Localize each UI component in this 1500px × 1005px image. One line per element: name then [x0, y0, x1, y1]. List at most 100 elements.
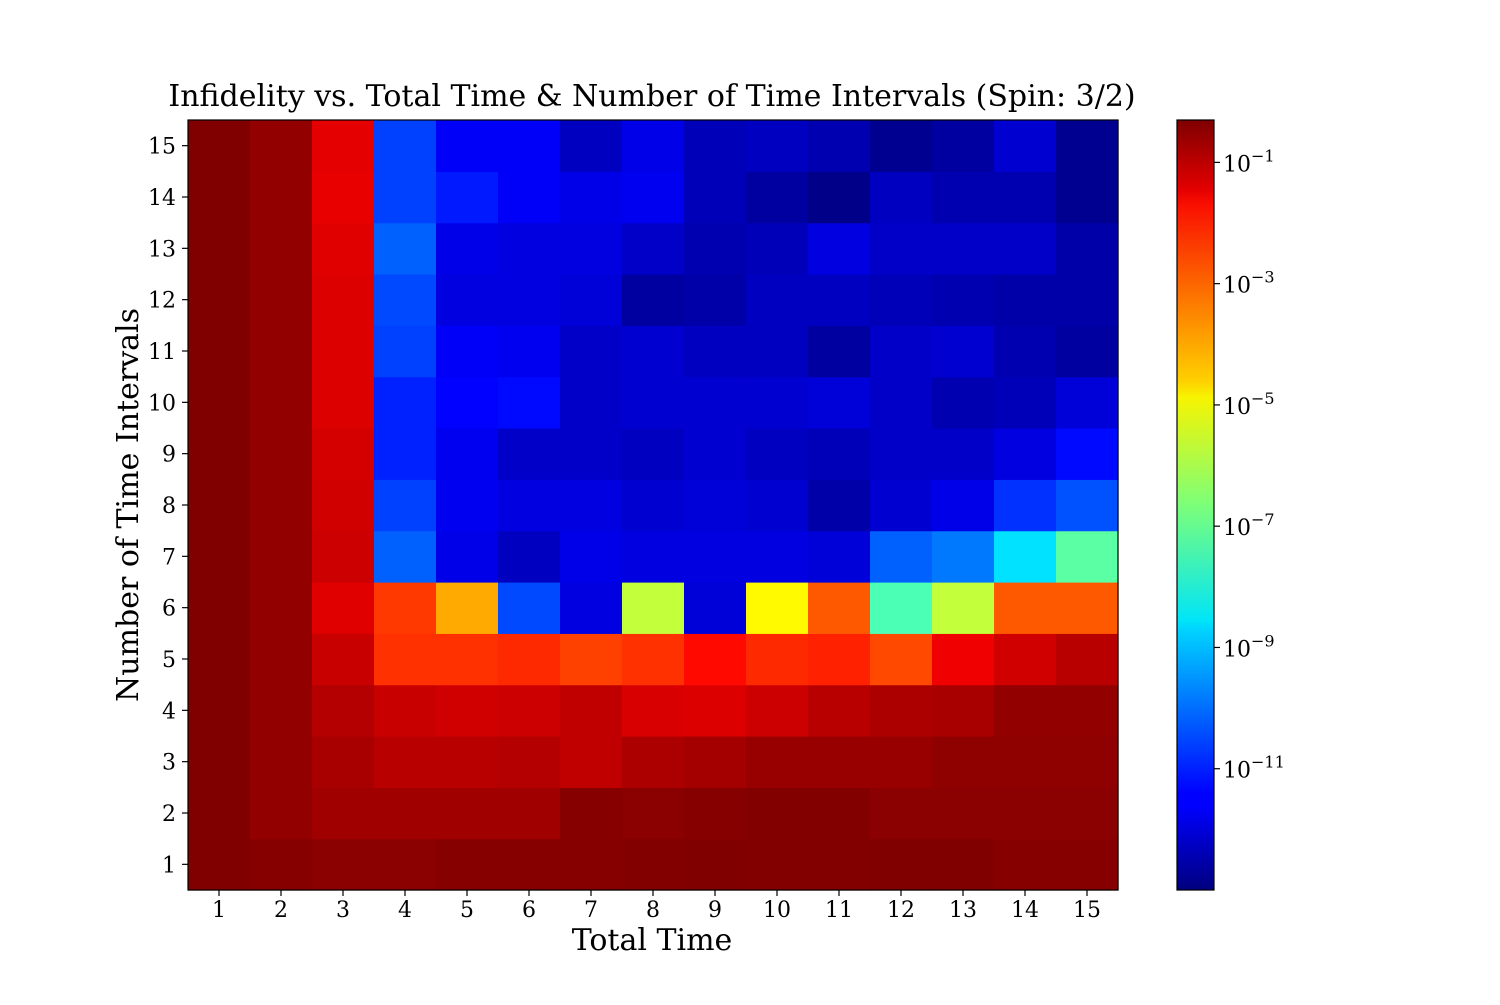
heatmap-cell — [622, 428, 685, 480]
heatmap-cell — [560, 376, 623, 429]
heatmap-cell — [932, 582, 995, 634]
heatmap-cell — [1056, 736, 1119, 788]
heatmap-cell — [188, 325, 251, 378]
heatmap-cell — [188, 171, 251, 224]
heatmap-cell — [622, 325, 685, 378]
x-tick-label: 1 — [212, 898, 226, 923]
heatmap-cell — [560, 736, 623, 788]
heatmap-cell — [994, 736, 1057, 788]
heatmap-cell — [560, 325, 623, 378]
heatmap-cell — [684, 736, 747, 788]
heatmap-cell — [746, 479, 809, 532]
heatmap-cell — [250, 684, 313, 737]
heatmap-cell — [498, 222, 561, 275]
heatmap-cell — [374, 171, 437, 224]
x-tick-label: 10 — [763, 898, 791, 923]
x-tick-label: 5 — [460, 898, 474, 923]
heatmap-cell — [684, 684, 747, 737]
heatmap-cell — [1056, 428, 1119, 480]
heatmap-cell — [870, 736, 933, 788]
heatmap-cell — [808, 376, 871, 429]
heatmap-cell — [870, 530, 933, 583]
heatmap-cell — [436, 684, 499, 737]
heatmap-cell — [436, 736, 499, 788]
heatmap-cell — [188, 479, 251, 532]
heatmap-cell — [560, 274, 623, 326]
heatmap-cell — [436, 530, 499, 583]
heatmap-cell — [622, 787, 685, 840]
heatmap-cells — [188, 120, 1119, 891]
heatmap-cell — [1056, 787, 1119, 840]
heatmap-cell — [374, 479, 437, 532]
heatmap-cell — [870, 633, 933, 686]
heatmap-cell — [808, 530, 871, 583]
heatmap-cell — [870, 787, 933, 840]
heatmap-cell — [560, 222, 623, 275]
heatmap-cell — [436, 633, 499, 686]
heatmap-cell — [932, 787, 995, 840]
heatmap-cell — [994, 428, 1057, 480]
colorbar-tick-label: 10−1 — [1223, 146, 1275, 177]
y-tick-label: 9 — [162, 443, 176, 468]
heatmap-cell — [312, 120, 375, 172]
heatmap-cell — [746, 633, 809, 686]
heatmap-cell — [374, 274, 437, 326]
heatmap-cell — [746, 787, 809, 840]
heatmap-cell — [808, 171, 871, 224]
heatmap-cell — [312, 222, 375, 275]
x-tick-label: 13 — [949, 898, 977, 923]
colorbar-tick-label: 10−11 — [1223, 753, 1285, 784]
y-tick-label: 10 — [148, 391, 176, 416]
heatmap-cell — [436, 838, 499, 891]
heatmap-cell — [994, 376, 1057, 429]
heatmap-cell — [932, 222, 995, 275]
y-tick-label: 2 — [162, 802, 176, 827]
heatmap-cell — [746, 736, 809, 788]
heatmap-cell — [932, 736, 995, 788]
heatmap-cell — [808, 325, 871, 378]
y-axis-label: Number of Time Intervals — [111, 308, 146, 702]
heatmap-cell — [932, 684, 995, 737]
heatmap-cell — [622, 838, 685, 891]
heatmap-cell — [250, 787, 313, 840]
x-tick-label: 3 — [336, 898, 350, 923]
heatmap-cell — [932, 633, 995, 686]
y-tick-label: 5 — [162, 648, 176, 673]
heatmap-cell — [994, 274, 1057, 326]
heatmap-cell — [250, 120, 313, 172]
heatmap-cell — [622, 684, 685, 737]
heatmap-cell — [1056, 222, 1119, 275]
heatmap-cell — [1056, 633, 1119, 686]
heatmap-cell — [560, 479, 623, 532]
heatmap-cell — [188, 684, 251, 737]
heatmap-cell — [870, 325, 933, 378]
heatmap-cell — [188, 787, 251, 840]
heatmap-cell — [1056, 530, 1119, 583]
heatmap-cell — [684, 222, 747, 275]
heatmap-cell — [808, 736, 871, 788]
heatmap-cell — [746, 171, 809, 224]
y-tick-label: 12 — [148, 289, 176, 314]
heatmap-cell — [932, 120, 995, 172]
heatmap-cell — [684, 530, 747, 583]
heatmap-cell — [994, 171, 1057, 224]
heatmap-cell — [250, 171, 313, 224]
heatmap-cell — [1056, 274, 1119, 326]
heatmap-cell — [870, 684, 933, 737]
heatmap-cell — [870, 171, 933, 224]
heatmap-cell — [312, 684, 375, 737]
heatmap-cell — [498, 428, 561, 480]
heatmap-cell — [932, 376, 995, 429]
heatmap-cell — [250, 325, 313, 378]
heatmap-cell — [932, 171, 995, 224]
heatmap-cell — [498, 633, 561, 686]
heatmap-cell — [560, 684, 623, 737]
heatmap-cell — [1056, 479, 1119, 532]
heatmap-cell — [374, 633, 437, 686]
heatmap-cell — [498, 325, 561, 378]
y-tick-label: 14 — [148, 186, 176, 211]
heatmap-cell — [436, 325, 499, 378]
y-tick-label: 3 — [162, 751, 176, 776]
heatmap-cell — [1056, 120, 1119, 172]
